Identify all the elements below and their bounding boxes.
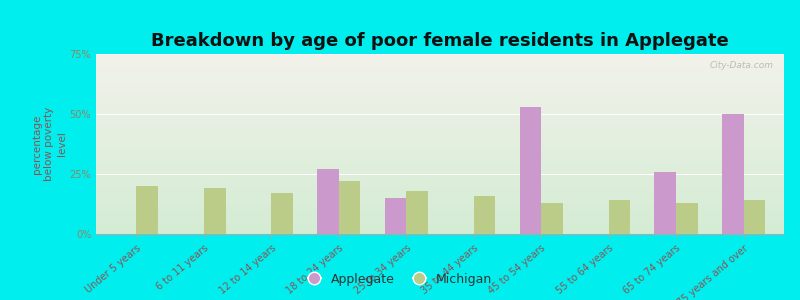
Bar bbox=[137, 186, 158, 234]
Bar bbox=[519, 107, 541, 234]
Legend: Applegate, Michigan: Applegate, Michigan bbox=[303, 268, 497, 291]
Bar bbox=[541, 203, 562, 234]
Bar bbox=[271, 193, 293, 234]
Bar bbox=[204, 188, 226, 234]
Y-axis label: percentage
below poverty
level: percentage below poverty level bbox=[32, 107, 66, 181]
Bar bbox=[676, 203, 698, 234]
Bar bbox=[385, 198, 406, 234]
Bar bbox=[654, 172, 676, 234]
Bar bbox=[406, 191, 428, 234]
Bar bbox=[339, 181, 361, 234]
Title: Breakdown by age of poor female residents in Applegate: Breakdown by age of poor female resident… bbox=[151, 32, 729, 50]
Bar bbox=[318, 169, 339, 234]
Bar bbox=[609, 200, 630, 234]
Bar bbox=[474, 196, 495, 234]
Bar bbox=[743, 200, 765, 234]
Bar bbox=[722, 114, 743, 234]
Text: City-Data.com: City-Data.com bbox=[710, 61, 774, 70]
